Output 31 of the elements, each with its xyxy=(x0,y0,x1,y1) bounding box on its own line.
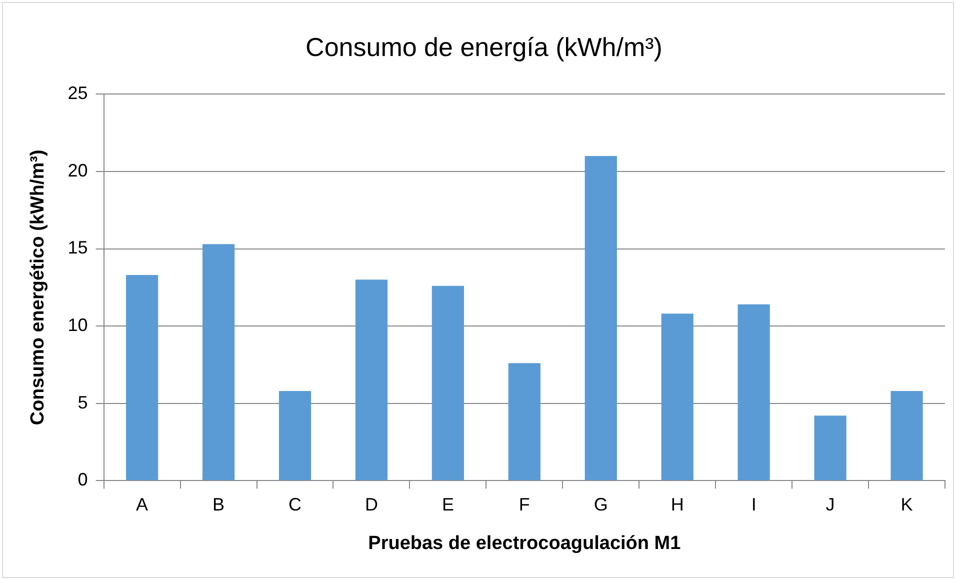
chart-title: Consumo de energía (kWh/m³) xyxy=(306,32,662,62)
x-tick-label: J xyxy=(826,494,835,514)
x-tick-label: B xyxy=(212,494,225,514)
bar xyxy=(890,390,923,480)
bar xyxy=(278,390,312,480)
bar xyxy=(584,156,617,480)
bar xyxy=(355,280,388,480)
y-tick-label: 0 xyxy=(78,470,88,490)
x-axis-title: Pruebas de electrocoagulación M1 xyxy=(368,532,682,554)
y-tick-label: 15 xyxy=(68,238,88,258)
x-tick-label: D xyxy=(364,494,378,514)
x-tick-label: K xyxy=(900,494,913,514)
bar xyxy=(661,314,694,480)
bar xyxy=(202,244,235,480)
y-tick-label: 25 xyxy=(68,83,88,104)
y-axis-title: Consumo energético (kWh/m³) xyxy=(28,150,49,426)
y-tick-label: 10 xyxy=(68,315,88,336)
x-tick-label: E xyxy=(442,494,454,514)
x-tick-label: C xyxy=(288,494,302,514)
y-tick-label: 5 xyxy=(78,392,88,412)
bar xyxy=(508,363,540,480)
x-tick-label: F xyxy=(518,494,530,514)
bar xyxy=(738,304,770,480)
bar xyxy=(814,416,846,480)
x-tick-label: A xyxy=(136,494,148,514)
y-tick-label: 20 xyxy=(68,160,88,180)
x-tick-label: G xyxy=(594,494,608,514)
x-tick-label: H xyxy=(670,494,684,514)
bar xyxy=(126,275,158,480)
x-tick-label: I xyxy=(751,494,756,514)
bar xyxy=(432,286,464,480)
